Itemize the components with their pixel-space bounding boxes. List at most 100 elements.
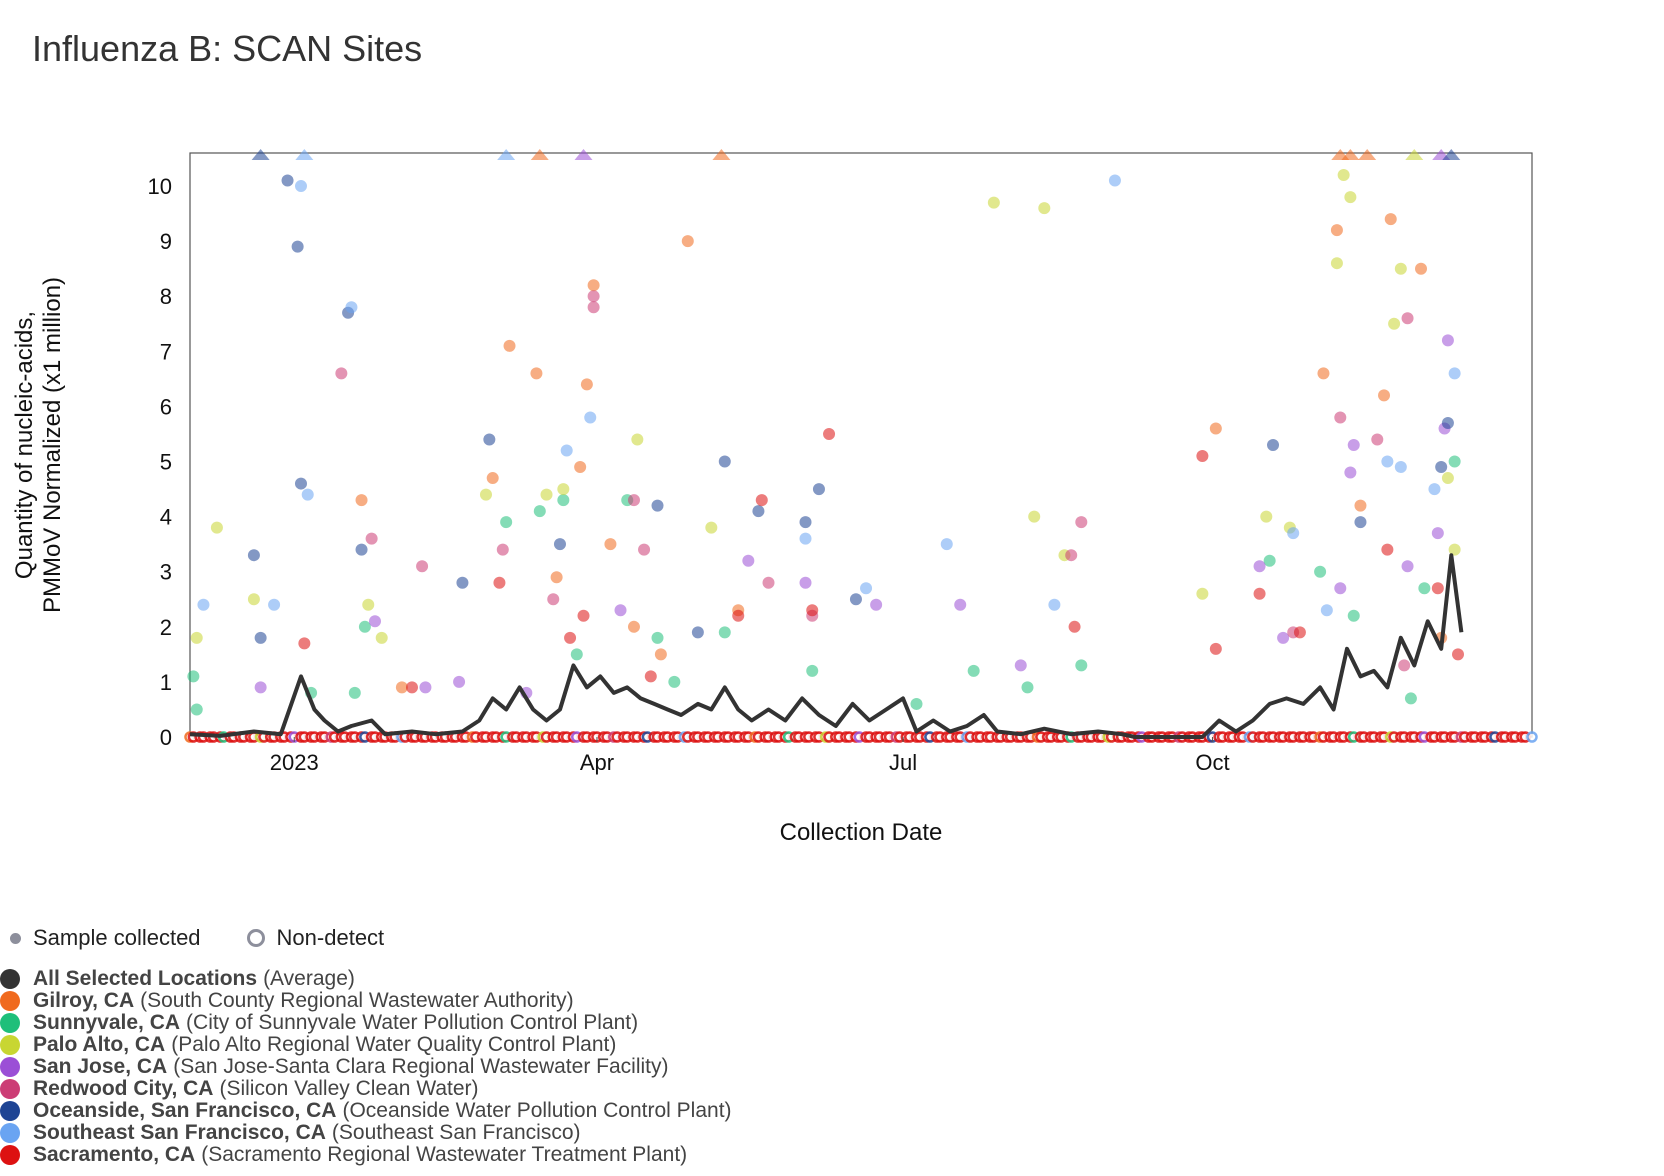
data-point [368,615,381,628]
data-point [1415,262,1428,275]
data-point [1431,527,1444,540]
data-point [1381,543,1394,556]
data-point [254,681,267,694]
data-point [1317,367,1330,380]
data-point [335,367,348,380]
legend-item-location[interactable]: Redwood City, CA (Silicon Valley Clean Wa… [0,1078,732,1100]
data-point [1448,367,1461,380]
data-point [1253,560,1266,573]
legend-non-detect[interactable]: Non-detect [246,925,385,951]
data-point [1378,389,1391,402]
data-point [1065,549,1078,562]
data-point [1431,582,1444,595]
data-point [799,532,812,545]
legend-item-location[interactable]: San Jose, CA (San Jose-Santa Clara Region… [0,1056,732,1078]
x-tick-label: 2023 [270,750,319,775]
data-point [604,538,617,551]
data-point [1014,659,1027,672]
data-point [1314,565,1327,578]
data-point [1287,527,1300,540]
legend-location-name: San Jose, CA [33,1055,168,1078]
data-point [1347,439,1360,451]
data-point [574,461,587,474]
offscale-markers [251,149,1461,160]
y-tick-label: 7 [160,339,172,364]
data-point [1021,681,1034,694]
data-point [1038,202,1051,215]
data-point [1028,510,1041,523]
data-point [870,598,883,611]
data-point [1401,560,1414,573]
legend-sample-label: Sample collected [33,925,201,950]
data-point [247,593,260,606]
legend-item-location[interactable]: Sacramento, CA (Sacramento Regional Waste… [0,1144,732,1166]
y-tick-label: 9 [160,229,172,254]
data-point [365,532,378,545]
offscale-marker [1405,149,1424,160]
legend-sample-collected[interactable]: Sample collected [10,925,201,951]
data-point [503,339,516,352]
legend-location-name: Oceanside, San Francisco, CA [33,1099,337,1122]
data-point [395,681,408,694]
scatter-points [187,169,1465,716]
data-point [940,538,953,551]
x-tick-label: Jul [889,750,917,775]
legend-color-swatch [0,1035,20,1055]
data-point [910,697,923,710]
data-point [375,631,388,644]
y-tick-label: 10 [148,174,172,199]
average-line [189,553,1464,739]
data-point [564,631,577,644]
data-point [812,483,825,496]
data-point [1209,422,1222,435]
data-point [1293,626,1306,639]
legend-location-desc: (Oceanside Water Pollution Control Plant… [342,1099,732,1122]
data-point [1401,312,1414,325]
legend-item-location[interactable]: Gilroy, CA (South County Regional Wastewa… [0,990,732,1012]
data-point [1320,604,1333,617]
data-point [358,620,371,633]
offscale-marker [1442,149,1461,160]
data-point [1384,213,1397,226]
legend-location-name: Sunnyvale, CA [33,1011,181,1034]
legend-item-location[interactable]: All Selected Locations (Average) [0,968,732,990]
data-point [301,488,314,501]
data-point [1344,466,1357,479]
data-point [298,637,311,650]
legend-item-location[interactable]: Palo Alto, CA (Palo Alto Regional Water Q… [0,1034,732,1056]
y-tick-label: 5 [160,450,172,475]
y-axis-title: Quantity of nucleic-acids, PMMoV Normaliz… [11,277,66,613]
legend-location-name: All Selected Locations [33,967,258,990]
legend-item-location[interactable]: Sunnyvale, CA (City of Sunnyvale Water Po… [0,1012,732,1034]
data-point [1394,461,1407,474]
data-point [631,433,644,446]
data-point [247,549,260,562]
data-point [1381,455,1394,468]
data-point [1075,659,1088,672]
legend-color-swatch [0,1079,20,1099]
legend-item-location[interactable]: Southeast San Francisco, CA (Southeast Sa… [0,1122,732,1144]
data-point [732,609,745,622]
data-point [1334,411,1347,424]
data-point [294,477,307,490]
data-point [580,378,593,391]
y-axis-title-line-1: Quantity of nucleic-acids, [11,311,38,579]
y-tick-label: 1 [160,670,172,695]
data-point [1260,510,1273,523]
data-point [668,675,681,688]
data-point [799,516,812,529]
legend-non-detect-label: Non-detect [276,925,385,950]
legend-color-swatch [0,991,20,1011]
data-point [345,301,358,314]
legend-item-location[interactable]: Oceanside, San Francisco, CA (Oceanside W… [0,1100,732,1122]
data-point [987,196,1000,209]
data-point [1068,620,1081,633]
data-point [540,488,553,501]
legend-location-desc: (Palo Alto Regional Water Quality Contro… [171,1033,617,1056]
data-point [1048,598,1061,611]
chart: 0 1 2 3 4 5 6 7 8 9 10 2023 Apr Jul Oct Collection Da… [11,149,1538,846]
data-point [718,455,731,468]
data-point [493,576,506,589]
data-point [547,593,560,606]
data-point [550,571,563,584]
